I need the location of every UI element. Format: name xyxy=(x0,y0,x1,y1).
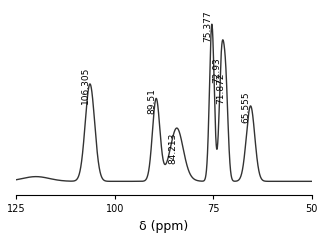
Text: 71.872: 71.872 xyxy=(217,73,226,104)
Text: 75.377: 75.377 xyxy=(203,10,212,42)
Text: 89.51: 89.51 xyxy=(147,88,156,114)
Text: 106.305: 106.305 xyxy=(81,67,90,104)
X-axis label: δ (ppm): δ (ppm) xyxy=(139,220,189,233)
Text: 72.93: 72.93 xyxy=(213,57,222,83)
Text: 84.213: 84.213 xyxy=(168,133,177,164)
Text: 65.555: 65.555 xyxy=(241,92,251,123)
